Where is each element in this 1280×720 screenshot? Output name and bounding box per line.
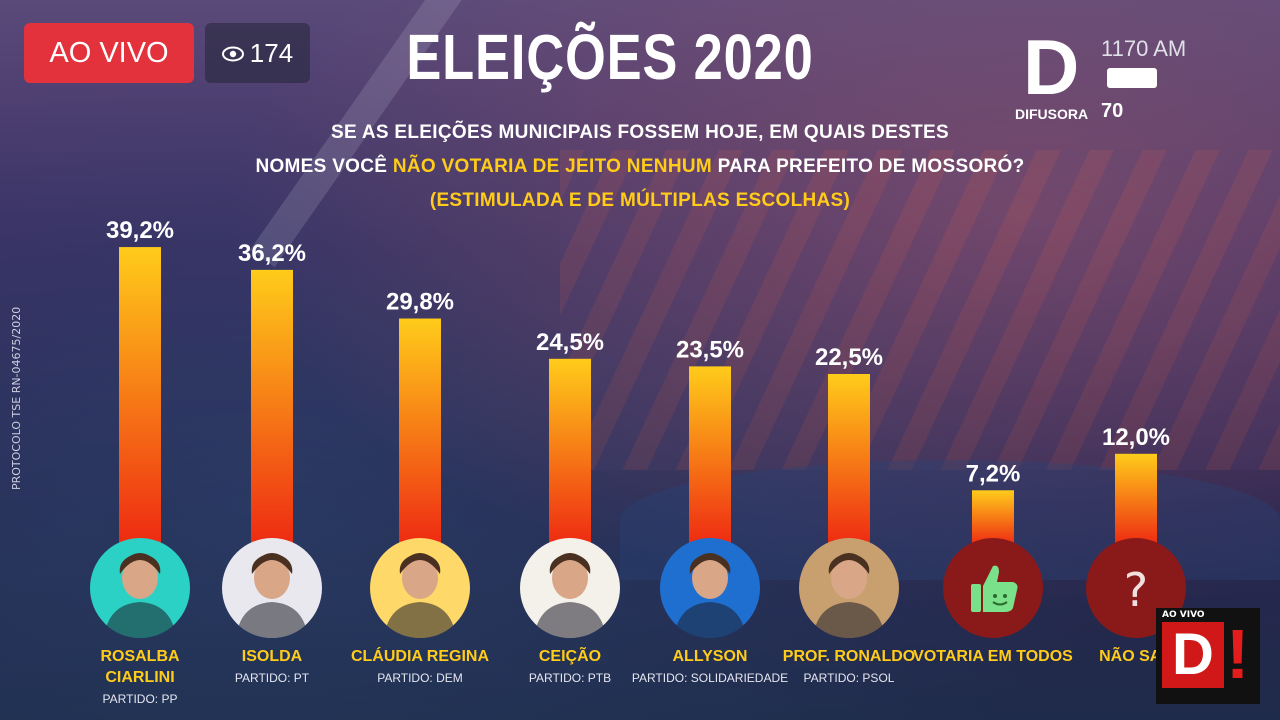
candidate-name-line: VOTARIA EM TODOS (913, 648, 1073, 665)
viewer-count: 174 (249, 37, 294, 68)
candidate-name-6: VOTARIA EM TODOS (903, 646, 1083, 667)
candidate-name-7: NÃO SAB (1046, 646, 1226, 667)
background-rooftops (560, 150, 1280, 470)
party-label-3: PARTIDO: PTB (528, 671, 612, 685)
candidate-name-4: ALLYSON (620, 646, 800, 667)
value-label-3: 24,5% (536, 329, 604, 356)
party-label-5: PARTIDO: PSOL (803, 671, 895, 685)
candidate-name-1: ISOLDA (182, 646, 362, 667)
candidate-photo-5 (799, 538, 899, 638)
value-label-6: 7,2% (966, 460, 1021, 487)
candidate-name-line: ISOLDA (241, 648, 303, 665)
eye-icon (221, 38, 244, 69)
party-label-4: PARTIDO: SOLIDARIEDADE (631, 671, 789, 685)
logo-name: DIFUSORA (1015, 106, 1089, 122)
question-line-1: SE AS ELEIÇÕES MUNICIPAIS FOSSEM HOJE, E… (331, 122, 949, 143)
party-label-2: PARTIDO: DEM (377, 671, 463, 685)
candidate-photo-2 (370, 538, 470, 638)
question-highlight: NÃO VOTARIA DE JEITO NENHUM (392, 156, 712, 177)
page-title: ELEIÇÕES 2020 (406, 21, 814, 93)
candidate-name-2: CLÁUDIA REGINA (330, 646, 510, 667)
bar-7 (1115, 453, 1157, 545)
corner-live-logo: AO VIVO D ! (1156, 608, 1260, 704)
candidate-photo-1 (222, 538, 322, 638)
logo-frequency: 1170 AM (1101, 36, 1187, 61)
value-label-1: 36,2% (238, 240, 306, 267)
value-label-5: 22,5% (815, 344, 883, 371)
corner-live-tag: AO VIVO (1162, 610, 1205, 620)
candidate-name-0: ROSALBA CIARLINI (50, 646, 230, 688)
corner-logo-letter: D (1162, 622, 1224, 688)
candidate-name-line: CEIÇÃO (538, 648, 602, 665)
logo-years: 70 (1101, 100, 1124, 122)
value-label-2: 29,8% (386, 289, 454, 316)
bar-4 (689, 366, 731, 545)
question-line-2-post: PARA PREFEITO DE MOSSORÓ? (712, 156, 1025, 177)
bar-0 (119, 247, 161, 545)
value-label-4: 23,5% (676, 336, 744, 363)
candidate-photo-4 (660, 538, 760, 638)
corner-logo-mark: ! (1226, 615, 1250, 693)
question-line-2: NOMES VOCÊ NÃO VOTARIA DE JEITO NENHUM P… (200, 156, 1080, 178)
logo-letter: D (1023, 23, 1080, 111)
bar-6 (972, 490, 1014, 545)
value-label-7: 12,0% (1102, 424, 1170, 451)
candidate-photo-0 (90, 538, 190, 638)
party-label-1: PARTIDO: PT (234, 671, 310, 685)
thumbs-up-icon (943, 538, 1043, 638)
logo-rec-icon (1107, 68, 1157, 88)
question-line-3: (ESTIMULADA E DE MÚLTIPLAS ESCOLHAS) (429, 190, 851, 211)
bar-3 (549, 358, 591, 545)
svg-text:?: ? (1124, 563, 1148, 617)
bar-1 (251, 269, 293, 545)
question-line-2-pre: NOMES VOCÊ (255, 156, 393, 177)
candidate-name-line: CIARLINI (105, 669, 175, 686)
candidate-name-3: CEIÇÃO (480, 646, 660, 667)
candidate-name-line: ROSALBA (100, 648, 180, 665)
viewer-counter: 174 (205, 23, 310, 83)
candidate-photo-3 (520, 538, 620, 638)
live-badge: AO VIVO (24, 23, 194, 83)
station-logo: D 1170 AM 70 DIFUSORA (1015, 28, 1215, 138)
bar-5 (828, 374, 870, 545)
party-label-0: PARTIDO: PP (102, 692, 178, 706)
bar-2 (399, 318, 441, 545)
candidate-name-line: NÃO SAB (1099, 648, 1173, 665)
candidate-name-line: ALLYSON (672, 648, 748, 665)
candidate-name-line: CLÁUDIA REGINA (350, 648, 490, 665)
candidate-name-line: PROF. RONALDO (782, 648, 916, 665)
value-label-0: 39,2% (106, 217, 174, 244)
candidate-name-5: PROF. RONALDO (759, 646, 939, 667)
